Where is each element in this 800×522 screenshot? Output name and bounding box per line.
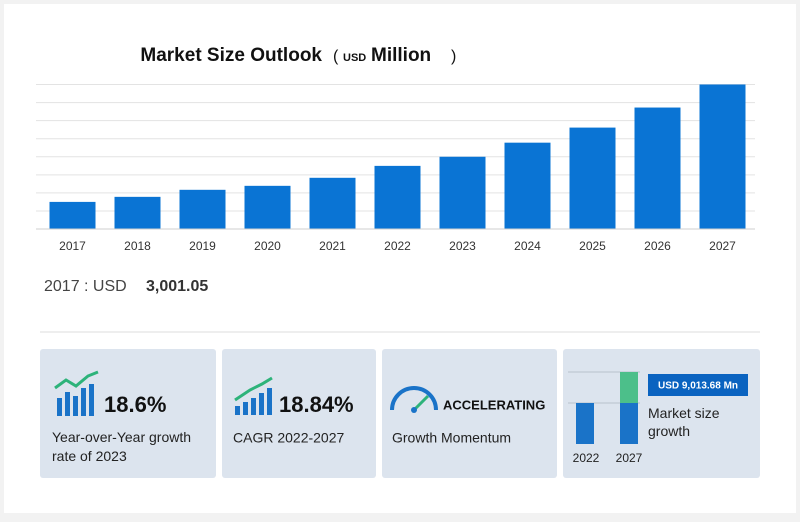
- card: [382, 349, 557, 478]
- x-tick-label: 2023: [449, 239, 476, 253]
- x-tick-label: 2021: [319, 239, 346, 253]
- paren: ): [451, 48, 456, 65]
- card-value: 18.84%: [279, 392, 354, 417]
- x-tick-label: 2018: [124, 239, 151, 253]
- card: [222, 349, 376, 478]
- cagr-icon: [234, 376, 273, 415]
- badge-text: USD 9,013.68 Mn: [658, 381, 738, 392]
- gauge-icon: [390, 386, 438, 413]
- mini-year: 2022: [573, 451, 600, 465]
- x-tick-label: 2024: [514, 239, 541, 253]
- highlight-value: 3,001.05: [146, 278, 208, 295]
- bar: [244, 185, 291, 229]
- card-caption-box: Year-over-Year growth rate of 2023: [52, 429, 192, 464]
- card-caption-box: Market size growth: [648, 405, 720, 439]
- unit-label: Million: [371, 45, 431, 66]
- card-caption: Growth Momentum: [392, 430, 511, 446]
- bar: [504, 142, 551, 229]
- bar: [309, 177, 356, 229]
- card-caption: Year-over-Year growth rate of 2023: [52, 429, 192, 464]
- highlight-label: 2017 : USD: [44, 278, 127, 295]
- x-tick-label: 2020: [254, 239, 281, 253]
- badge: [648, 374, 748, 396]
- bar: [699, 84, 746, 229]
- x-tick-label: 2022: [384, 239, 411, 253]
- x-tick-label: 2026: [644, 239, 671, 253]
- mini-chart: [568, 371, 640, 444]
- growth-icon: [54, 370, 99, 416]
- bar: [569, 127, 616, 229]
- bar: [179, 189, 226, 229]
- bar: [634, 107, 681, 229]
- bar: [374, 165, 421, 229]
- bar: [49, 201, 96, 229]
- x-tick-label: 2019: [189, 239, 216, 253]
- card-caption: CAGR 2022-2027: [233, 430, 345, 446]
- card-value: 18.6%: [104, 392, 166, 417]
- x-tick-label: 2017: [59, 239, 86, 253]
- paren: (: [333, 48, 339, 65]
- card-caption: Market size growth: [648, 405, 720, 439]
- chart-title: Market Size Outlook: [140, 45, 322, 66]
- mini-year: 2027: [616, 451, 643, 465]
- card-value: ACCELERATING: [443, 397, 545, 412]
- x-tick-label: 2025: [579, 239, 606, 253]
- bar: [439, 156, 486, 229]
- x-tick-label: 2027: [709, 239, 736, 253]
- bar: [114, 196, 161, 229]
- unit-currency: USD: [343, 52, 366, 64]
